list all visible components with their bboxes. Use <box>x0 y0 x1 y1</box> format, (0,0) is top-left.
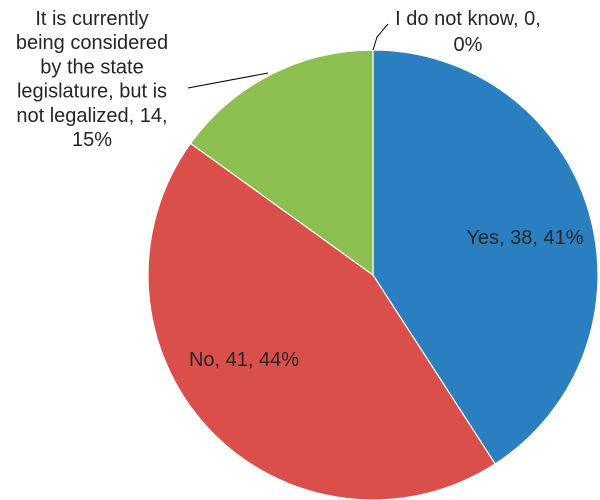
data-label-line: being considered <box>16 32 168 54</box>
data-label-line: 15% <box>72 129 112 151</box>
pie-slice-no <box>147 142 497 500</box>
data-label-line: I do not know, 0, <box>395 8 541 30</box>
data-labels: Yes, 38, 41% No, 41, 44% It is currently be… <box>16 8 584 371</box>
leader-line-it-is-currently-being-considered-by-the- <box>187 72 269 89</box>
data-label-line: by the state <box>40 56 143 78</box>
data-label-i-do-not-know: I do not know, 0, 0% <box>395 8 541 56</box>
data-label-line: It is currently <box>35 8 148 30</box>
leader-line-i-do-not-know <box>372 23 389 51</box>
data-label-line: No, 41, 44% <box>189 349 299 371</box>
leader-lines <box>187 23 389 89</box>
data-label-no: No, 41, 44% <box>189 349 299 371</box>
pie-slices <box>147 49 599 500</box>
data-label-line: Yes, 38, 41% <box>466 227 583 249</box>
data-label-line: not legalized, 14, <box>16 105 167 127</box>
data-label-yes: Yes, 38, 41% <box>466 227 583 249</box>
data-label-line: 0% <box>454 34 483 56</box>
data-label-line: legislature, but is <box>17 81 167 103</box>
data-label-it-is-currently-being-considered-by-the-: It is currently being considered by the st… <box>16 8 168 151</box>
pie-slice-it-is-currently-being-considered-by-the- <box>189 49 374 277</box>
pie-slice-yes <box>372 49 599 465</box>
